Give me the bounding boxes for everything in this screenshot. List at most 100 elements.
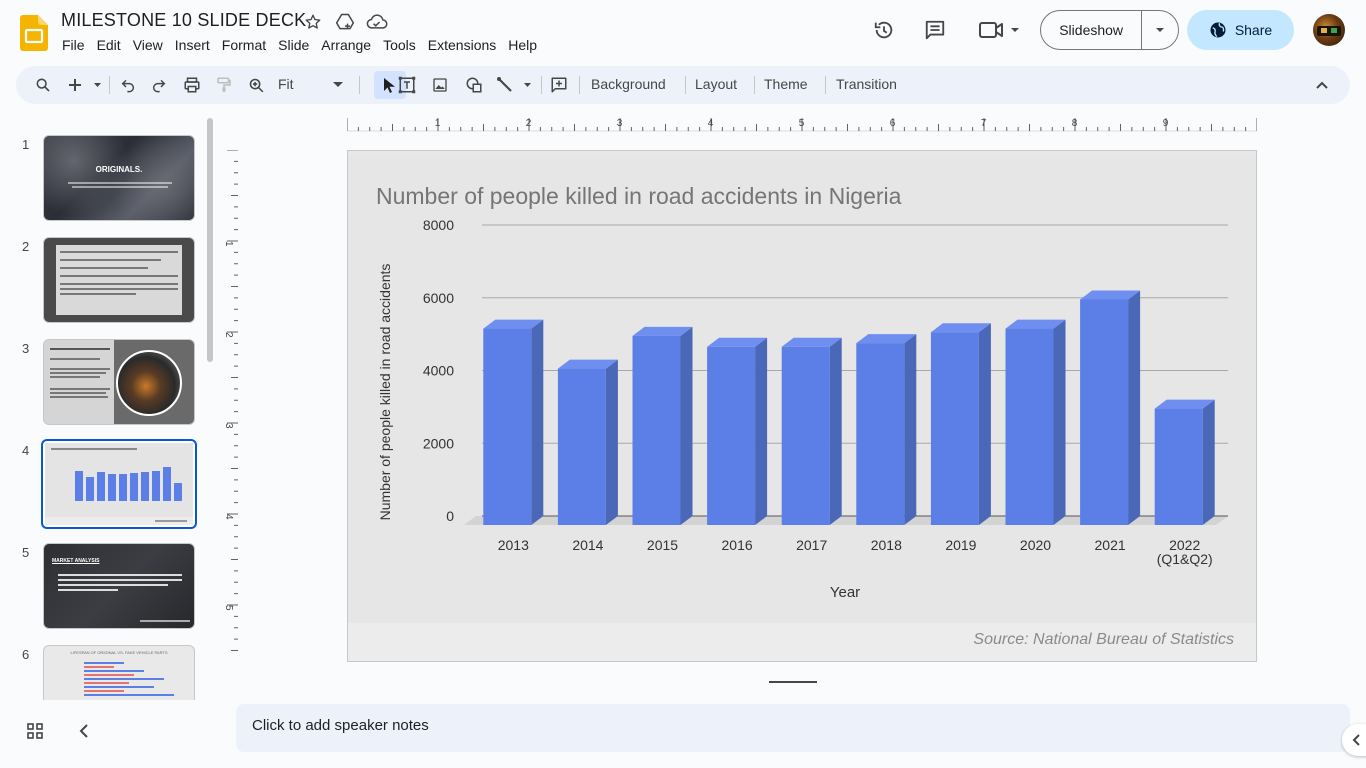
undo-icon[interactable] — [117, 73, 139, 97]
version-history-icon[interactable] — [868, 14, 900, 46]
ruler-label: 4 — [708, 118, 714, 129]
x-tick-label: 2019 — [945, 537, 976, 553]
thumbnail-title: MARKET ANALYSIS — [52, 558, 100, 564]
chart-title: Number of people killed in road accident… — [376, 183, 902, 209]
bar[interactable] — [557, 359, 618, 525]
hide-menus-chevron-up-icon[interactable] — [1312, 73, 1332, 97]
slideshow-label[interactable]: Slideshow — [1041, 11, 1143, 49]
ruler-label: 6 — [890, 118, 896, 129]
menu-arrange[interactable]: Arrange — [321, 37, 372, 53]
slide-filmstrip: 1 ORIGINALS. 2 3 4 — [0, 110, 216, 700]
comments-icon[interactable] — [919, 14, 951, 46]
layout-button[interactable]: Layout — [695, 76, 738, 92]
horizontal-ruler[interactable]: 1 2 3 4 5 6 7 8 9 — [347, 118, 1257, 132]
bar[interactable] — [483, 319, 544, 525]
bar[interactable] — [707, 337, 768, 525]
star-icon[interactable] — [302, 11, 324, 33]
title-bar: MILESTONE 10 SLIDE DECK File Edit View I… — [0, 0, 1366, 62]
zoom-icon[interactable] — [245, 73, 267, 97]
background-button[interactable]: Background — [591, 76, 666, 92]
slide-number: 2 — [22, 239, 30, 254]
slide-thumbnail-1[interactable]: ORIGINALS. — [43, 135, 195, 221]
avatar[interactable] — [1313, 14, 1345, 46]
ruler-label: 8 — [1072, 118, 1078, 129]
slide-thumbnail-2[interactable] — [43, 237, 195, 323]
line-tool-icon[interactable] — [496, 73, 532, 97]
slide-thumbnail-3[interactable] — [43, 339, 195, 425]
slide-thumbnail-4[interactable] — [41, 439, 197, 529]
slides-logo-icon[interactable] — [20, 15, 48, 51]
ruler-label: 9 — [1163, 118, 1169, 129]
ruler-label: 5 — [225, 605, 234, 611]
menu-help[interactable]: Help — [508, 37, 538, 53]
text-box-icon[interactable] — [396, 73, 418, 97]
zoom-chevron-down-icon[interactable] — [332, 73, 344, 97]
zoom-select[interactable]: Fit — [278, 76, 294, 92]
ruler-label: 1 — [225, 241, 234, 247]
menu-insert[interactable]: Insert — [174, 37, 210, 53]
thumbnail-chart — [45, 443, 193, 525]
redo-icon[interactable] — [148, 73, 170, 97]
x-tick-label: 2017 — [796, 537, 827, 553]
slide-canvas[interactable]: Number of people killed in road accident… — [347, 150, 1257, 662]
ruler-label: 7 — [981, 118, 987, 129]
ruler-label: 5 — [799, 118, 805, 129]
side-panel-chevron-left-icon[interactable] — [1342, 724, 1366, 756]
ruler-label: 4 — [225, 514, 234, 520]
insert-image-icon[interactable] — [429, 73, 451, 97]
menu-slide[interactable]: Slide — [278, 37, 310, 53]
bar[interactable] — [856, 334, 917, 525]
y-tick-label: 2000 — [423, 435, 454, 451]
bar[interactable] — [1154, 399, 1215, 525]
filmstrip-scrollbar[interactable] — [207, 118, 213, 362]
bar[interactable] — [632, 326, 693, 525]
speaker-notes-placeholder: Click to add speaker notes — [252, 717, 429, 734]
paint-format-icon[interactable] — [213, 73, 235, 97]
cloud-saved-icon[interactable] — [366, 11, 388, 33]
notes-resize-handle[interactable] — [769, 681, 817, 683]
menu-format[interactable]: Format — [221, 37, 267, 53]
x-axis-title: Year — [830, 584, 860, 601]
x-tick-label: (Q1&Q2) — [1157, 551, 1213, 567]
print-icon[interactable] — [181, 73, 203, 97]
cursor-arrow-icon — [384, 78, 395, 93]
move-to-drive-icon[interactable] — [334, 11, 356, 33]
menu-tools[interactable]: Tools — [383, 37, 416, 53]
x-tick-label: 2015 — [647, 537, 678, 553]
slideshow-button[interactable]: Slideshow — [1040, 10, 1179, 50]
bar[interactable] — [781, 337, 842, 525]
share-button[interactable]: Share — [1187, 10, 1294, 50]
grid-view-icon[interactable] — [26, 722, 44, 745]
slide-thumbnail-5[interactable]: MARKET ANALYSIS — [43, 543, 195, 629]
search-menus-icon[interactable] — [32, 73, 54, 97]
y-tick-label: 6000 — [423, 290, 454, 306]
add-comment-icon[interactable] — [548, 73, 570, 97]
chart-area[interactable]: Number of people killed in road accident… — [348, 157, 1256, 623]
toolbar: Fit Background Layout Theme Transition — [16, 66, 1350, 104]
document-title[interactable]: MILESTONE 10 SLIDE DECK — [61, 10, 307, 30]
new-slide-plus-icon[interactable] — [66, 73, 102, 97]
speaker-notes[interactable]: Click to add speaker notes — [236, 704, 1350, 752]
x-tick-label: 2018 — [871, 537, 902, 553]
slideshow-dropdown-chevron-icon[interactable] — [1142, 26, 1178, 34]
ruler-label: 1 — [435, 118, 441, 129]
transition-button[interactable]: Transition — [836, 76, 897, 92]
bar[interactable] — [930, 323, 991, 525]
vertical-ruler[interactable]: 1 2 3 4 5 — [225, 150, 239, 670]
bar[interactable] — [1005, 319, 1066, 525]
menu-file[interactable]: File — [62, 37, 85, 53]
menu-edit[interactable]: Edit — [96, 37, 121, 53]
slide-footer — [348, 623, 1256, 661]
chart-source: Source: National Bureau of Statistics — [973, 631, 1234, 648]
collapse-filmstrip-chevron-left-icon[interactable] — [76, 722, 92, 745]
menu-extensions[interactable]: Extensions — [427, 37, 497, 53]
shape-icon[interactable] — [463, 73, 485, 97]
menu-view[interactable]: View — [132, 37, 163, 53]
y-tick-label: 8000 — [423, 217, 454, 233]
x-tick-label: 2020 — [1020, 537, 1051, 553]
bar[interactable] — [1080, 290, 1141, 525]
slide-thumbnail-6[interactable]: LIFESPAN OF ORIGINAL VS. FAKE VEHICLE PA… — [43, 645, 195, 700]
theme-button[interactable]: Theme — [764, 76, 808, 92]
ruler-label: 3 — [617, 118, 623, 129]
meet-call-icon[interactable] — [974, 14, 1024, 46]
